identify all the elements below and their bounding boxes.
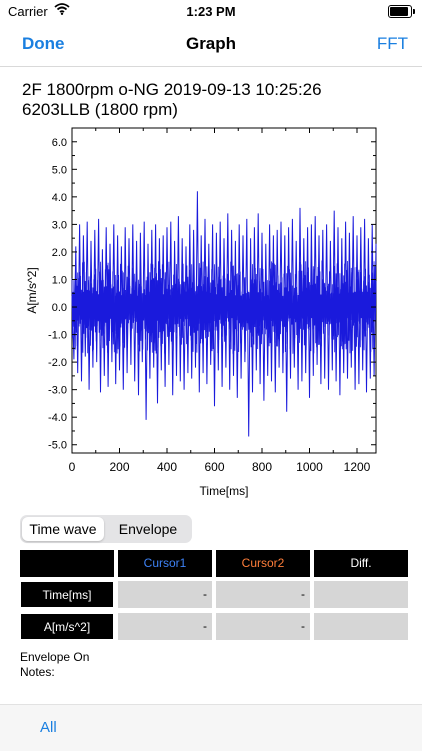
page-title: Graph <box>185 34 237 53</box>
x-tick-label: 200 <box>109 460 129 474</box>
status-bar: Carrier 1:23 PM <box>0 0 422 24</box>
x-tick-label: 1200 <box>344 460 371 474</box>
cursor2-time-value: - <box>216 581 310 608</box>
table-header-diff: Diff. <box>314 550 408 577</box>
y-tick-label: 2.0 <box>52 247 67 259</box>
y-tick-label: 4.0 <box>52 192 67 204</box>
y-tick-label: 1.0 <box>52 274 67 286</box>
x-tick-label: 0 <box>69 460 76 474</box>
y-tick-label: 6.0 <box>52 137 67 149</box>
diff-amplitude-value <box>314 613 408 640</box>
table-header-blank <box>20 550 114 577</box>
bearing-label: 6203LLB (1800 rpm) <box>22 100 178 119</box>
table-header-cursor1: Cursor1 <box>118 550 212 577</box>
y-tick-label: 3.0 <box>52 219 67 231</box>
battery-icon <box>388 5 415 18</box>
navigation-bar: Done Graph FFT <box>0 24 422 67</box>
cursor2-amplitude-value: - <box>216 613 310 640</box>
y-tick-label: -5.0 <box>48 440 67 452</box>
segment-envelope[interactable]: Envelope <box>118 521 178 537</box>
row-label-time: Time[ms] <box>20 581 114 608</box>
measurement-title: 2F 1800rpm o-NG 2019-09-13 10:25:26 <box>22 80 322 99</box>
cursor1-time-value: - <box>118 581 212 608</box>
y-tick-label: -2.0 <box>48 357 67 369</box>
view-mode-segmented-control: Time wave Envelope <box>20 515 192 543</box>
bottom-toolbar: All <box>0 704 422 751</box>
series-line-band <box>71 260 377 354</box>
table-header-cursor2: Cursor2 <box>216 550 310 577</box>
y-tick-label: -4.0 <box>48 412 67 424</box>
y-tick-label: -3.0 <box>48 385 67 397</box>
x-tick-label: 800 <box>252 460 272 474</box>
cursor1-amplitude-value: - <box>118 613 212 640</box>
x-axis-label: Time[ms] <box>200 484 249 498</box>
segment-time-wave[interactable]: Time wave <box>22 517 104 541</box>
all-button[interactable]: All <box>40 719 57 736</box>
graph-header: 2F 1800rpm o-NG 2019-09-13 10:25:26 6203… <box>22 80 322 120</box>
x-tick-label: 1000 <box>296 460 323 474</box>
status-time: 1:23 PM <box>186 4 236 19</box>
notes-label: Notes: <box>20 665 55 679</box>
wifi-icon <box>54 3 70 18</box>
y-tick-label: 0.0 <box>52 302 67 314</box>
x-tick-label: 600 <box>204 460 224 474</box>
carrier-label: Carrier <box>8 4 48 19</box>
fft-button[interactable]: FFT <box>376 34 408 53</box>
time-wave-chart[interactable]: -5.0 -4.0 -3.0 -2.0 -1.0 0.0 1.0 2.0 3.0 4.0 5.0 6.… <box>0 120 422 505</box>
diff-time-value <box>314 581 408 608</box>
envelope-status: Envelope On <box>20 650 90 664</box>
y-tick-label: 5.0 <box>52 164 67 176</box>
row-label-amplitude: A[m/s^2] <box>20 613 114 640</box>
x-tick-label: 400 <box>157 460 177 474</box>
y-axis-label: A[m/s^2] <box>25 267 39 313</box>
done-button[interactable]: Done <box>22 34 65 53</box>
y-tick-label: -1.0 <box>48 330 67 342</box>
